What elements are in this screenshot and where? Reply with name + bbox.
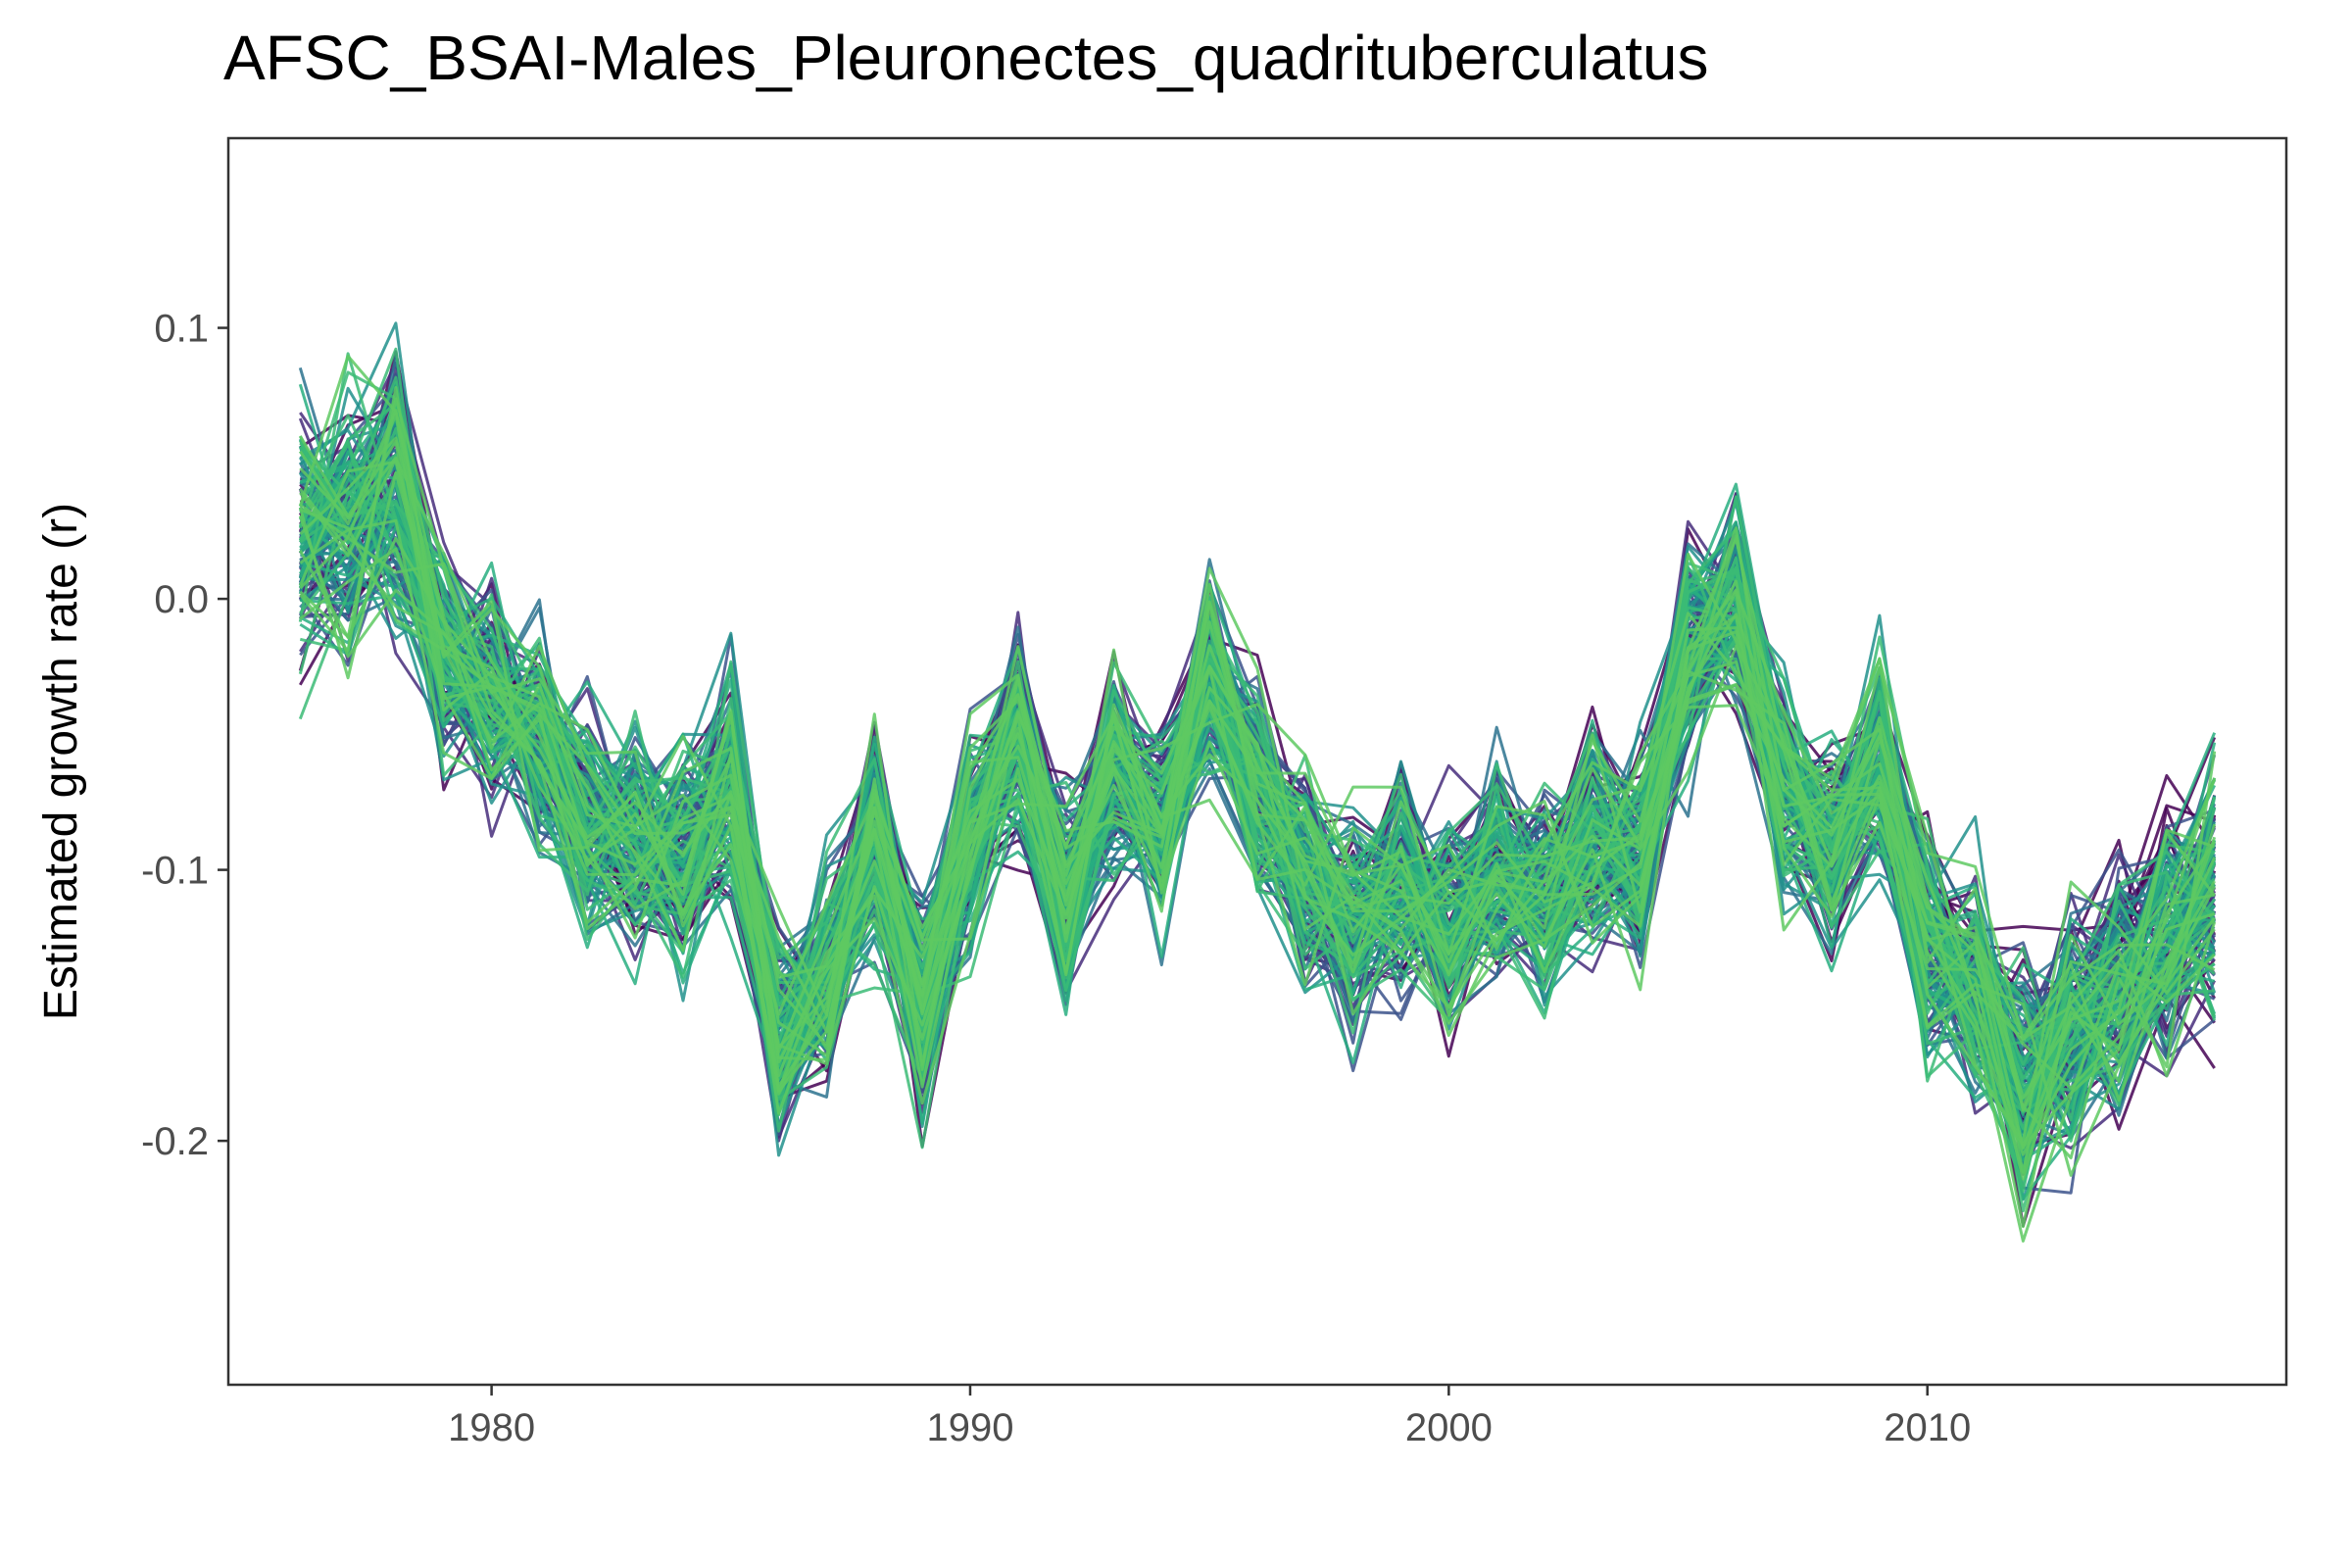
series-line-145 — [299, 488, 2217, 1100]
series-line-135 — [298, 515, 2217, 1148]
series-line-148 — [299, 386, 2216, 1243]
series-line-144 — [298, 354, 2217, 1105]
series-line-142 — [299, 436, 2217, 1174]
x-tick-label-2000: 2000 — [1405, 1406, 1493, 1449]
series-line-149 — [299, 536, 2216, 1088]
y-axis-title: Estimated growth rate (r) — [35, 503, 87, 1020]
x-tick-label-1990: 1990 — [926, 1406, 1013, 1449]
series-line-136 — [299, 508, 2217, 1112]
y-tick-label-0.1: 0.1 — [154, 308, 209, 351]
series-layer — [298, 321, 2217, 1243]
y-tick-label-0.0: 0.0 — [154, 578, 209, 621]
y-tick-label--0.2: -0.2 — [141, 1120, 209, 1163]
x-tick-label-2010: 2010 — [1884, 1406, 1971, 1449]
axis-layer: 1980 1990 2000 2010 -0.2 -0.1 0.0 0.1 — [141, 308, 1971, 1449]
plot-panel-border — [226, 136, 2288, 1387]
x-tick-label-1980: 1980 — [448, 1406, 535, 1449]
chart-title: AFSC_BSAI-Males_Pleuronectes_quadrituber… — [223, 23, 1709, 93]
series-line-150 — [298, 460, 2217, 1177]
y-tick-label--0.1: -0.1 — [141, 850, 209, 893]
